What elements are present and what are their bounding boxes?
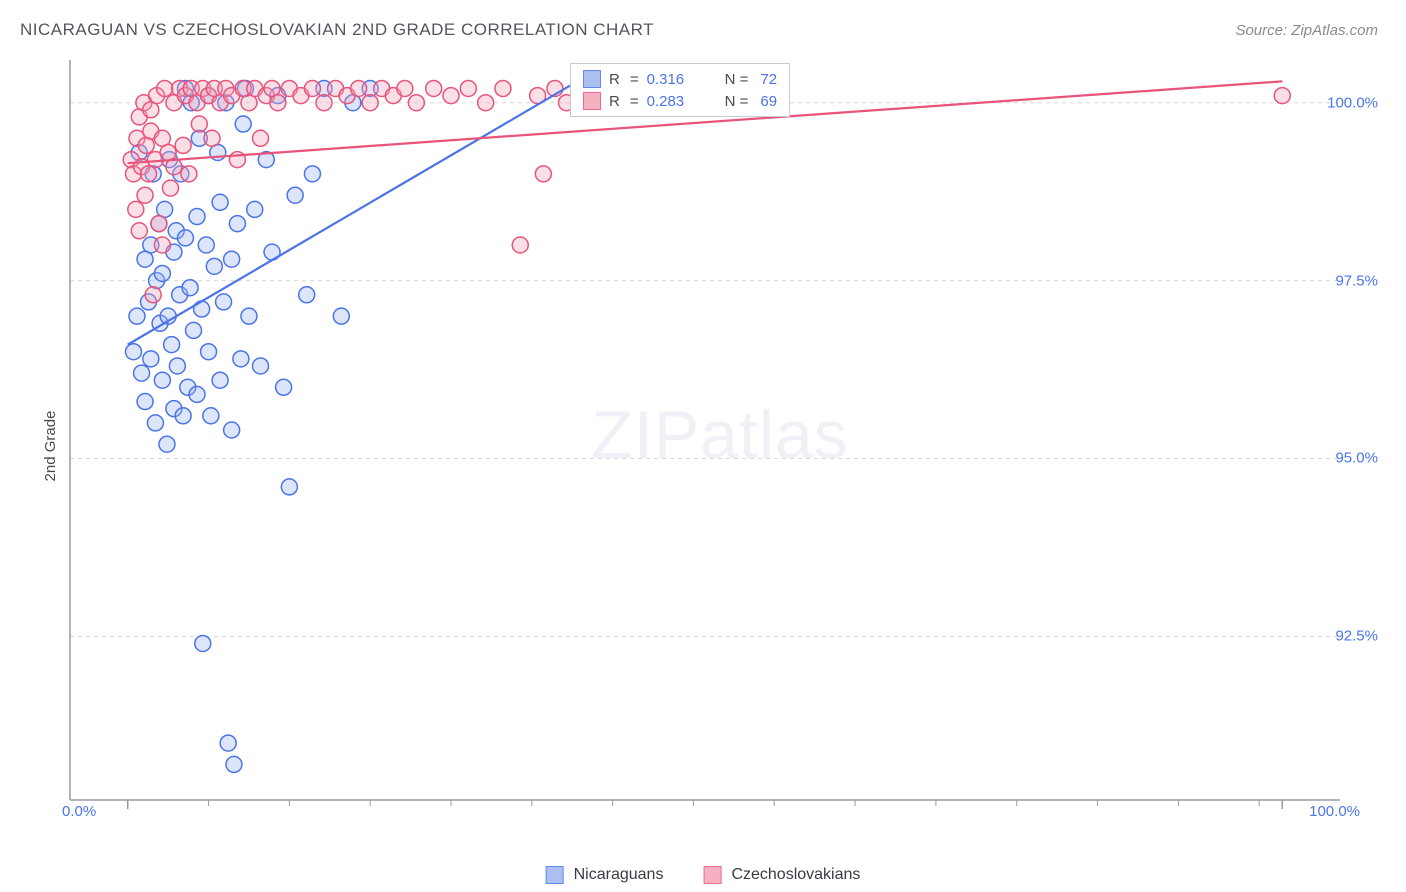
stat-n-label: N = — [725, 71, 749, 88]
legend-label: Czechoslovakians — [731, 866, 860, 884]
stat-eq: = — [630, 71, 639, 88]
stat-legend-row: R = 0.316 N = 72 — [571, 68, 789, 90]
stat-legend-row: R = 0.283 N = 69 — [571, 90, 789, 112]
x-tick-min: 0.0% — [62, 803, 96, 820]
stat-r-label: R — [609, 93, 620, 110]
stat-n-label: N = — [725, 93, 749, 110]
stat-legend: R = 0.316 N = 72 R = 0.283 N = 69 — [570, 63, 790, 117]
stat-n-value: 69 — [760, 93, 777, 110]
legend-swatch — [583, 70, 601, 88]
stat-r-label: R — [609, 71, 620, 88]
legend-swatch — [583, 92, 601, 110]
source-label: Source: ZipAtlas.com — [1235, 22, 1378, 39]
y-tick-label: 97.5% — [1335, 272, 1378, 289]
y-tick-label: 100.0% — [1327, 94, 1378, 111]
chart-area: ZIPatlas R = 0.316 N = 72 R = 0.283 N = … — [60, 55, 1380, 815]
x-tick-max: 100.0% — [1309, 803, 1360, 820]
stat-r-value: 0.316 — [647, 71, 699, 88]
stat-r-value: 0.283 — [647, 93, 699, 110]
bottom-legend: Nicaraguans Czechoslovakians — [546, 866, 861, 884]
legend-swatch — [546, 866, 564, 884]
legend-label: Nicaraguans — [574, 866, 664, 884]
chart-title: NICARAGUAN VS CZECHOSLOVAKIAN 2ND GRADE … — [20, 20, 654, 40]
stat-eq: = — [630, 93, 639, 110]
bottom-legend-item: Czechoslovakians — [703, 866, 860, 884]
y-tick-label: 95.0% — [1335, 450, 1378, 467]
y-tick-label: 92.5% — [1335, 628, 1378, 645]
bottom-legend-item: Nicaraguans — [546, 866, 664, 884]
scatter-plot — [60, 55, 1380, 815]
legend-swatch — [703, 866, 721, 884]
stat-n-value: 72 — [760, 71, 777, 88]
y-axis-label: 2nd Grade — [42, 411, 59, 482]
